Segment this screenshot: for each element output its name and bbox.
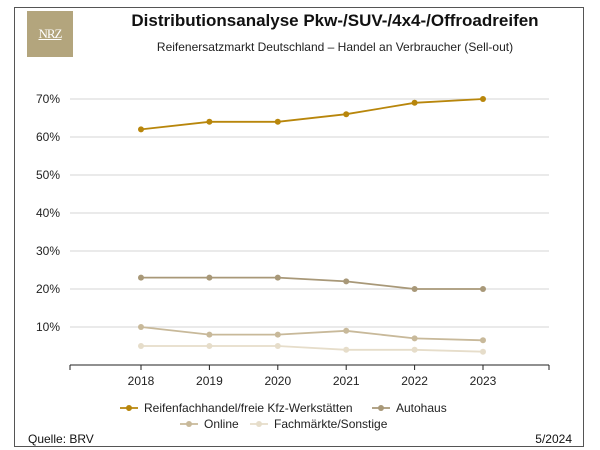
x-tick-label: 2019 (196, 374, 223, 388)
data-point (206, 274, 213, 281)
y-tick-label: 60% (36, 130, 60, 144)
source-note: Quelle: BRV (28, 432, 94, 446)
data-point (480, 96, 486, 102)
data-point (343, 111, 350, 118)
data-point (274, 274, 281, 281)
series-line (140, 98, 484, 131)
chart-subtitle: Reifenersatzmarkt Deutschland – Handel a… (156, 40, 514, 54)
data-point (274, 331, 281, 338)
legend-swatch-marker (256, 421, 262, 427)
y-tick-label: 10% (36, 320, 60, 334)
data-point (206, 331, 213, 338)
legend-swatch-marker (126, 405, 132, 411)
legend-swatch-marker (186, 421, 192, 427)
legend-swatch-marker (378, 405, 384, 411)
data-point (206, 343, 213, 349)
y-tick-label: 20% (36, 282, 60, 296)
data-point (138, 274, 144, 281)
legend-label: Online (204, 417, 239, 431)
x-tick-label: 2020 (264, 374, 291, 388)
x-tick-label: 2022 (401, 374, 428, 388)
x-tick-label: 2018 (128, 374, 155, 388)
data-point (480, 337, 486, 344)
data-point (480, 286, 486, 292)
data-point (274, 118, 281, 125)
data-point (343, 278, 350, 285)
chart-frame (14, 7, 584, 447)
legend-label: Fachmärkte/Sonstige (274, 417, 388, 431)
data-point (138, 343, 144, 349)
data-point (411, 335, 418, 342)
nrz-logo: NRZ (27, 11, 73, 57)
data-point (138, 126, 144, 133)
data-point (343, 346, 350, 353)
chart-title: Distributionsanalyse Pkw-/SUV-/4x4-/Offr… (131, 11, 539, 30)
data-point (274, 343, 281, 349)
data-point (411, 99, 418, 106)
x-tick-label: 2021 (333, 374, 360, 388)
series-line (141, 276, 483, 290)
x-tick-label: 2023 (470, 374, 497, 388)
data-point (138, 324, 144, 330)
y-tick-label: 40% (36, 206, 60, 220)
publication-date: 5/2024 (535, 432, 572, 446)
legend-label: Reifenfachhandel/freie Kfz-Werkstätten (144, 401, 353, 415)
series-line (140, 326, 484, 342)
data-point (343, 327, 350, 334)
data-point (206, 118, 213, 125)
y-tick-label: 70% (36, 92, 60, 106)
legend-label: Autohaus (396, 401, 447, 415)
series-line (141, 345, 484, 353)
y-tick-label: 30% (36, 244, 60, 258)
data-point (480, 348, 486, 355)
y-tick-label: 50% (36, 168, 60, 182)
data-point (411, 286, 418, 292)
data-point (411, 346, 418, 353)
